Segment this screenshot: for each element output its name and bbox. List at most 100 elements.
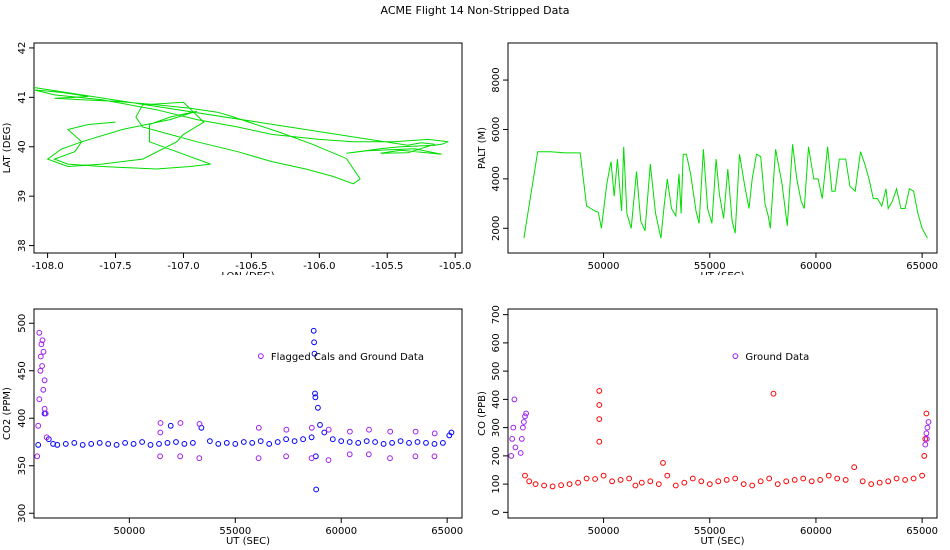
data-point-co-s1 — [923, 430, 930, 437]
data-point-co2-s0 — [372, 439, 379, 445]
data-point-co2-s1 — [283, 426, 290, 433]
x-tick-label: -107.5 — [99, 261, 131, 272]
data-point-co2-s1 — [35, 422, 42, 429]
x-axis-label: UT (SEC) — [226, 536, 270, 547]
data-point-co-s0 — [902, 477, 909, 483]
data-point-co-s0 — [715, 478, 722, 485]
data-point-co2-s1 — [196, 455, 203, 462]
y-axis-label: PALT (M) — [477, 127, 488, 169]
data-point-co-s0 — [800, 475, 807, 482]
data-point-co-s1 — [512, 444, 519, 451]
data-point-co2-s0 — [105, 441, 112, 447]
x-tick-label: -106.5 — [235, 261, 267, 272]
x-tick-label: -107.0 — [167, 261, 199, 272]
data-point-co-s0 — [647, 478, 654, 485]
x-tick-label: 55000 — [694, 526, 726, 537]
data-point-co-s0 — [664, 472, 671, 479]
y-tick-label: 4000 — [491, 166, 502, 191]
data-point-co-s0 — [592, 476, 598, 482]
data-point-co-s0 — [596, 416, 603, 423]
data-point-co2-s1 — [41, 377, 48, 384]
legend-label: Flagged Cals and Ground Data — [271, 352, 424, 363]
y-tick-label: 500 — [491, 362, 502, 381]
data-point-co2-s1 — [38, 341, 45, 348]
y-tick-label: 100 — [491, 475, 502, 494]
data-point-co-s0 — [919, 472, 926, 479]
x-tick-label: 50000 — [588, 261, 620, 272]
data-point-co-s1 — [922, 441, 929, 448]
data-point-co2-s0 — [317, 422, 323, 428]
x-tick-label: 55000 — [219, 526, 251, 537]
data-point-co-s1 — [522, 413, 528, 420]
data-point-co2-s0 — [311, 339, 318, 346]
x-tick-label: 60000 — [800, 261, 832, 272]
data-point-co-s0 — [770, 390, 777, 397]
y-tick-label: 42 — [17, 42, 28, 55]
data-point-co-s0 — [596, 438, 603, 445]
data-point-co2-s0 — [122, 440, 128, 446]
x-tick-label: -105.5 — [371, 261, 403, 272]
data-point-co-s0 — [617, 477, 624, 483]
y-tick-label: 400 — [491, 390, 502, 409]
data-point-co2-s1 — [255, 455, 262, 462]
x-tick-label: -106.0 — [303, 261, 335, 272]
y-axis-label: CO (PPB) — [477, 391, 488, 436]
x-tick-label: 60000 — [800, 526, 832, 537]
data-point-co2-s0 — [164, 440, 171, 446]
y-tick-label: 39 — [17, 190, 28, 203]
data-point-co2-s0 — [274, 439, 281, 445]
y-tick-label: 41 — [17, 91, 28, 104]
data-point-co2-s1 — [325, 457, 332, 464]
legend-marker — [257, 353, 264, 360]
data-point-co2-s1 — [37, 367, 44, 374]
x-tick-label: 65000 — [431, 526, 463, 537]
x-tick-label: 55000 — [694, 261, 726, 272]
plot-frame — [33, 308, 463, 519]
chart-co-panel: 50000 55000 60000 65000 0 100 200 300 400 500 600 7… — [477, 305, 938, 547]
data-point-co2-s0 — [240, 439, 247, 445]
data-point-co2-s1 — [36, 329, 43, 336]
data-point-co2-s1 — [43, 434, 50, 441]
data-point-co-s0 — [660, 460, 666, 466]
data-point-co-s1 — [924, 424, 931, 431]
data-point-co-s0 — [626, 475, 633, 482]
page-title: ACME Flight 14 Non-Stripped Data — [380, 4, 570, 17]
data-point-co2-s0 — [62, 441, 69, 447]
series-line-track — [33, 87, 449, 185]
data-point-co2-s0 — [232, 441, 239, 447]
data-point-co2-s0 — [113, 442, 120, 448]
data-point-co-s0 — [566, 481, 573, 488]
data-point-co2-s0 — [355, 440, 362, 446]
data-point-co2-s0 — [406, 440, 412, 446]
data-point-co2-s0 — [389, 440, 396, 446]
data-point-co-s0 — [596, 402, 603, 408]
x-axis-label: UT (SEC) — [700, 271, 744, 275]
data-point-co2-s0 — [190, 440, 196, 446]
data-point-co2-s1 — [366, 426, 372, 433]
x-tick-label: 50000 — [113, 526, 145, 537]
y-axis-label: LAT (DEG) — [2, 123, 13, 174]
data-point-co-s0 — [825, 472, 832, 479]
data-point-co2-s1 — [34, 453, 41, 460]
x-tick-label: 60000 — [325, 526, 357, 537]
data-point-co2-s1 — [308, 424, 315, 431]
y-tick-label: 600 — [491, 333, 502, 352]
data-point-co2-s0 — [310, 327, 317, 334]
data-point-co-s0 — [532, 481, 539, 488]
data-point-co2-s0 — [96, 440, 103, 446]
y-tick-label: 2000 — [491, 216, 502, 241]
data-point-co2-s0 — [257, 438, 264, 445]
data-point-co2-s0 — [315, 404, 321, 411]
data-point-co-s0 — [910, 475, 917, 482]
data-point-co-s0 — [681, 479, 688, 486]
x-tick-label: 50000 — [588, 526, 620, 537]
y-tick-label: 450 — [17, 361, 28, 380]
data-point-co2-s0 — [266, 441, 273, 447]
data-point-co2-s0 — [181, 441, 188, 447]
y-axis-label: CO2 (PPM) — [2, 387, 13, 440]
chart-track-panel: -108.0 -107.5 -107.0 -106.5 -106.0 -105.5 -105… — [2, 42, 471, 275]
y-tick-label: 6000 — [491, 117, 502, 142]
data-point-co2-s1 — [387, 455, 393, 462]
data-point-co-s1 — [517, 450, 524, 456]
data-point-co-s0 — [541, 482, 547, 489]
